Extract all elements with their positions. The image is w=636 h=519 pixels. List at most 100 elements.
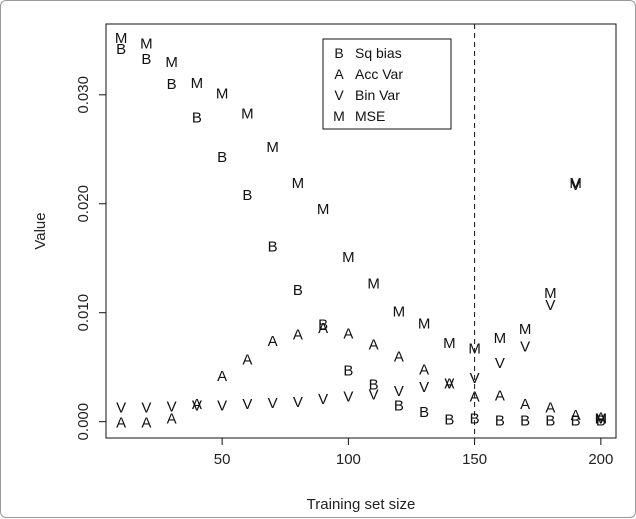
point-m: M <box>544 285 557 302</box>
point-b: B <box>394 397 404 414</box>
point-b: B <box>116 41 126 58</box>
point-b: B <box>268 238 278 255</box>
point-m: M <box>191 75 204 92</box>
point-m: M <box>266 139 279 156</box>
point-b: B <box>318 317 328 334</box>
point-b: B <box>293 282 303 299</box>
point-a: A <box>318 320 328 337</box>
point-a: A <box>571 407 581 424</box>
legend-box <box>322 38 452 130</box>
point-v: V <box>116 399 126 416</box>
point-m: M <box>342 249 355 266</box>
point-b: B <box>343 362 353 379</box>
point-a: A <box>545 399 555 416</box>
legend: B Sq bias A Acc Var V Bin Var M MSE <box>322 38 452 130</box>
legend-label: MSE <box>355 108 385 124</box>
point-v: V <box>596 410 606 427</box>
point-b: B <box>495 413 505 430</box>
x-tick-label: 200 <box>588 451 613 468</box>
legend-label: Sq bias <box>355 45 402 61</box>
point-m: M <box>494 330 507 347</box>
point-a: A <box>470 389 480 406</box>
point-m: M <box>418 316 431 333</box>
point-m: M <box>468 341 481 358</box>
point-m: M <box>569 175 582 192</box>
x-axis: 50 100 150 200 <box>214 438 613 468</box>
point-b: B <box>419 404 429 421</box>
point-b: B <box>192 110 202 127</box>
point-v: V <box>318 391 328 408</box>
point-a: A <box>268 333 278 350</box>
point-b: B <box>369 377 379 394</box>
point-m: M <box>216 86 229 103</box>
point-m: M <box>443 335 456 352</box>
point-a: A <box>394 348 404 365</box>
legend-symbol: A <box>334 66 344 82</box>
point-v: V <box>167 398 177 415</box>
point-a: A <box>141 415 151 432</box>
point-b: B <box>470 410 480 427</box>
point-b: B <box>167 76 177 93</box>
point-a: A <box>293 327 303 344</box>
point-a: A <box>596 409 606 426</box>
point-m: M <box>393 304 406 321</box>
point-b: B <box>444 411 454 428</box>
plot-area <box>105 23 617 439</box>
point-b: B <box>242 187 252 204</box>
y-tick-label: 0.000 <box>75 403 92 441</box>
point-b: B <box>217 149 227 166</box>
point-m: M <box>140 36 153 53</box>
point-a: A <box>343 325 353 342</box>
point-m: M <box>367 275 380 292</box>
point-m: M <box>595 410 608 427</box>
x-tick-label: 50 <box>214 451 231 468</box>
point-v: V <box>495 355 505 372</box>
point-v: V <box>268 395 278 412</box>
point-m: M <box>115 30 128 47</box>
legend-symbol: V <box>334 87 344 103</box>
y-axis-label: Value <box>32 212 49 249</box>
y-tick-label: 0.010 <box>75 294 92 332</box>
point-a: A <box>444 376 454 393</box>
point-v: V <box>444 376 454 393</box>
point-v: V <box>242 396 252 413</box>
point-a: A <box>520 396 530 413</box>
point-m: M <box>165 54 178 71</box>
legend-label: Bin Var <box>355 87 400 103</box>
point-v: V <box>192 397 202 414</box>
point-v: V <box>419 379 429 396</box>
point-a: A <box>419 361 429 378</box>
point-a: A <box>369 336 379 353</box>
y-axis: 0.000 0.010 0.020 0.030 <box>75 76 106 440</box>
point-b: B <box>520 413 530 430</box>
point-m: M <box>317 201 330 218</box>
point-b: B <box>571 413 581 430</box>
point-a: A <box>242 352 252 369</box>
point-m: M <box>292 175 305 192</box>
point-a: A <box>495 388 505 405</box>
point-v: V <box>293 394 303 411</box>
point-v: V <box>217 397 227 414</box>
point-b: B <box>545 413 555 430</box>
legend-symbol: B <box>334 45 343 61</box>
x-tick-label: 150 <box>462 451 487 468</box>
point-m: M <box>241 105 254 122</box>
point-a: A <box>167 410 177 427</box>
point-b: B <box>141 51 151 68</box>
x-tick-label: 100 <box>336 451 361 468</box>
point-v: V <box>141 399 151 416</box>
point-v: V <box>369 386 379 403</box>
legend-symbol: M <box>333 108 345 124</box>
point-a: A <box>192 396 202 413</box>
point-v: V <box>470 370 480 387</box>
point-v: V <box>394 383 404 400</box>
point-b: B <box>596 413 606 430</box>
y-tick-label: 0.020 <box>75 185 92 223</box>
